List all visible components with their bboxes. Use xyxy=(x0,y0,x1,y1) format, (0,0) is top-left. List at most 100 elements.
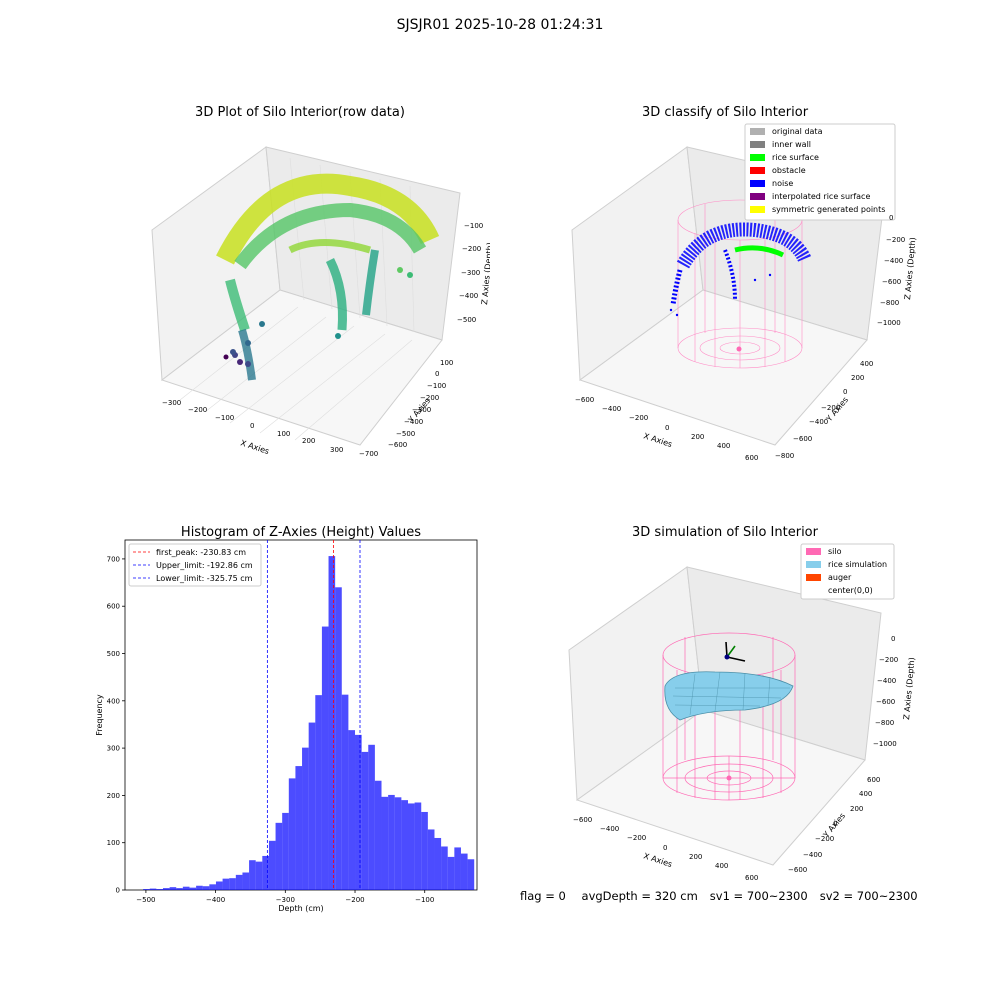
svg-text:original data: original data xyxy=(772,127,823,136)
histogram-bar xyxy=(447,856,455,890)
flag-text: flag = 0 xyxy=(520,889,566,903)
simulation-legend: silo rice simulation auger center(0,0) xyxy=(800,543,895,600)
classify-x-axis-label: X Axies xyxy=(642,431,673,449)
simulation-x-axis-label: X Axies xyxy=(642,851,673,869)
y-tick-label: 100 xyxy=(107,839,120,847)
histogram-bar xyxy=(156,889,163,890)
svg-text:600: 600 xyxy=(867,776,880,784)
svg-text:0: 0 xyxy=(891,635,895,643)
histogram-x-ticks: −500 −400 −300 −200 −100 xyxy=(136,890,434,904)
svg-text:600: 600 xyxy=(745,454,758,462)
svg-text:−500: −500 xyxy=(457,316,476,324)
histogram-bar xyxy=(348,730,356,890)
histogram-bar xyxy=(229,878,236,890)
svg-text:−300: −300 xyxy=(461,269,480,277)
y-tick-label: 0 xyxy=(116,887,120,895)
simulation-floor-center xyxy=(726,775,732,781)
simulation-rice-surface xyxy=(664,671,794,721)
histogram-bar xyxy=(176,888,183,890)
svg-text:−100: −100 xyxy=(464,222,483,230)
y-tick-label: 300 xyxy=(107,745,120,753)
raw-x-ticks: −300 −200 −100 0 100 200 300 xyxy=(162,399,343,454)
histogram-bar xyxy=(388,794,395,890)
histogram-bar xyxy=(414,802,422,890)
svg-text:−100: −100 xyxy=(427,382,446,390)
svg-text:−200: −200 xyxy=(821,404,840,412)
svg-text:−200: −200 xyxy=(627,834,646,842)
histogram-chart: Histogram of Z-Axies (Height) Values −50… xyxy=(95,525,478,913)
svg-text:auger: auger xyxy=(828,573,852,582)
svg-text:−800: −800 xyxy=(880,299,899,307)
svg-text:−200: −200 xyxy=(886,236,905,244)
raw-y-ticks: 1000 −100 −200 −300 −400 −500 −600 −700 xyxy=(359,359,453,458)
histogram-bar xyxy=(407,803,415,890)
y-tick-label: 700 xyxy=(107,555,120,563)
svg-text:−500: −500 xyxy=(396,430,415,438)
svg-text:−400: −400 xyxy=(600,825,619,833)
svg-text:rice simulation: rice simulation xyxy=(828,560,887,569)
svg-text:−600: −600 xyxy=(575,396,594,404)
simulation-x-ticks: −600 −400 −200 0 200 400 600 xyxy=(573,816,758,882)
simulation-plot-title: 3D simulation of Silo Interior xyxy=(632,525,819,540)
histogram-legend: first_peak: -230.83 cm Upper_limit: -192.… xyxy=(128,543,262,587)
svg-text:−800: −800 xyxy=(875,719,894,727)
svg-text:−400: −400 xyxy=(602,405,621,413)
histogram-bar xyxy=(209,884,216,890)
histogram-bar xyxy=(268,840,276,890)
histogram-bar xyxy=(196,885,203,890)
classify-3d-plot: 3D classify of Silo Interior original da… xyxy=(571,105,917,462)
svg-text:0: 0 xyxy=(843,388,847,396)
sv2-text: sv2 = 700~2300 xyxy=(819,889,918,903)
histogram-bar xyxy=(434,837,442,890)
simulation-rice-mesh xyxy=(672,671,790,716)
histogram-bar xyxy=(262,855,269,890)
simulation-z-axis-label: Z Axies (Depth) xyxy=(902,657,916,720)
svg-text:−600: −600 xyxy=(793,435,812,443)
svg-text:−800: −800 xyxy=(775,452,794,460)
histogram-bar xyxy=(202,886,210,890)
classify-legend: original data inner wall rice surface ob… xyxy=(744,123,896,221)
y-tick-label: 500 xyxy=(107,650,120,658)
histogram-bar xyxy=(275,822,283,890)
svg-text:interpolated rice surface: interpolated rice surface xyxy=(772,192,870,201)
histogram-bar xyxy=(255,861,263,890)
svg-text:−600: −600 xyxy=(876,698,895,706)
svg-text:−600: −600 xyxy=(788,866,807,874)
svg-text:600: 600 xyxy=(745,874,758,882)
svg-text:rice surface: rice surface xyxy=(772,153,819,162)
svg-text:−300: −300 xyxy=(412,406,431,414)
raw-z-ticks: −100 −200 −300 −400 −500 xyxy=(457,222,483,324)
classify-x-ticks: −600 −400 −200 0 200 400 600 xyxy=(575,396,758,462)
histogram-bar xyxy=(394,797,402,890)
legend-box xyxy=(128,543,262,587)
simulation-auger xyxy=(724,641,746,662)
histogram-bar xyxy=(143,889,150,890)
histogram-bar xyxy=(242,872,250,890)
svg-text:200: 200 xyxy=(302,437,315,445)
svg-text:400: 400 xyxy=(717,442,730,450)
simulation-3d-plot: 3D simulation of Silo Interior silo rice… xyxy=(568,525,916,882)
svg-text:200: 200 xyxy=(850,805,863,813)
avg-depth-text: avgDepth = 320 cm xyxy=(581,889,698,903)
raw-z-axis-label: Z Axies (Depth) xyxy=(480,242,490,305)
classify-z-ticks: 0 −200 −400 −600 −800 −1000 xyxy=(877,214,905,327)
svg-text:−600: −600 xyxy=(573,816,592,824)
svg-text:300: 300 xyxy=(330,446,343,454)
svg-text:−600: −600 xyxy=(388,441,407,449)
simulation-center-point xyxy=(724,654,730,660)
svg-text:0: 0 xyxy=(889,214,893,222)
classify-plot-title: 3D classify of Silo Interior xyxy=(642,105,809,120)
classify-silo-wireframe xyxy=(677,199,803,369)
raw-3d-plot: 3D Plot of Silo Interior(row data) −300−… xyxy=(151,105,490,458)
classify-noise-points xyxy=(669,222,812,317)
svg-text:inner wall: inner wall xyxy=(772,140,811,149)
simulation-floor-pane xyxy=(575,709,866,866)
classify-rice-surface-points xyxy=(734,245,785,258)
classify-center-point xyxy=(736,346,742,352)
histogram-bars xyxy=(143,556,475,890)
x-tick-label: −100 xyxy=(415,896,434,904)
histogram-bar xyxy=(315,695,322,890)
legend-label: Lower_limit: -325.75 cm xyxy=(156,574,253,583)
svg-text:0: 0 xyxy=(665,424,669,432)
svg-text:200: 200 xyxy=(691,433,704,441)
